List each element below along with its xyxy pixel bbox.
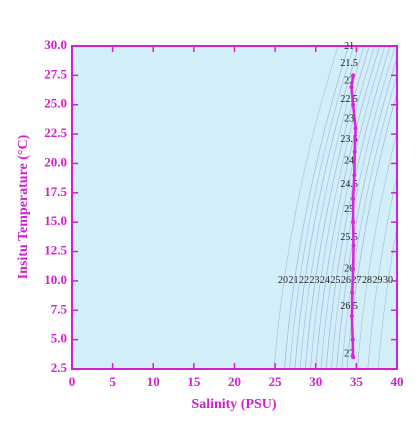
profile-line	[350, 75, 357, 358]
contour-line	[341, 73, 397, 369]
contour-line	[294, 46, 360, 369]
data-point	[352, 173, 357, 178]
x-tick-label: 20	[228, 374, 241, 389]
data-point	[351, 102, 356, 107]
data-point	[349, 314, 354, 319]
contour-label: 20	[278, 275, 288, 286]
data-point	[349, 85, 354, 90]
data-point	[352, 149, 357, 154]
contour-label: 27	[352, 275, 362, 286]
data-point	[351, 220, 356, 225]
contour-line	[367, 174, 397, 369]
x-tick-label: 25	[269, 374, 283, 389]
contour-label: 28	[362, 275, 372, 286]
x-tick-label: 10	[147, 374, 160, 389]
contour-label: 29	[373, 275, 383, 286]
contour-label: 26	[344, 264, 354, 275]
contour-label: 23	[344, 113, 354, 124]
contour-line	[284, 46, 349, 369]
contour-label: 25	[344, 204, 354, 215]
data-point	[351, 267, 356, 272]
data-point	[351, 196, 356, 201]
data-point	[350, 337, 355, 342]
y-axis-label: Insitu Temperature (°C)	[16, 134, 31, 279]
contour-label: 23	[310, 275, 320, 286]
data-point	[351, 355, 356, 360]
contour-line	[336, 56, 397, 369]
x-tick-label: 0	[69, 374, 76, 389]
y-tick-label: 17.5	[44, 184, 67, 199]
contour-line	[289, 46, 354, 369]
contour-label: 22	[344, 76, 354, 87]
contour-line	[310, 46, 375, 369]
y-tick-label: 7.5	[51, 301, 68, 316]
contour-label: 25.5	[340, 232, 358, 243]
y-tick-label: 12.5	[44, 243, 67, 258]
contour-label: 21	[344, 41, 354, 52]
contour-label: 21.5	[340, 58, 358, 69]
y-tick-label: 5.0	[51, 331, 67, 346]
contour-label: 22.5	[340, 94, 358, 105]
y-tick-label: 2.5	[51, 360, 68, 375]
y-tick-label: 15.0	[44, 213, 67, 228]
y-tick-label: 22.5	[44, 125, 67, 140]
contour-line	[320, 46, 386, 369]
data-point	[351, 73, 356, 78]
x-tick-label: 40	[391, 374, 404, 389]
contour-label: 24	[320, 275, 330, 286]
contour-label: 24.5	[340, 179, 358, 190]
data-point	[350, 290, 355, 295]
data-point	[353, 126, 358, 131]
data-point	[351, 243, 356, 248]
contour-label: 30	[383, 275, 393, 286]
x-tick-label: 15	[187, 374, 201, 389]
contour-label: 22	[299, 275, 309, 286]
x-tick-label: 5	[109, 374, 116, 389]
x-axis-label: Salinity (PSU)	[191, 397, 277, 412]
y-tick-label: 30.0	[44, 37, 67, 52]
contour-line	[315, 46, 381, 369]
contour-line	[325, 46, 391, 369]
contour-line	[357, 130, 397, 369]
y-tick-label: 20.0	[44, 154, 67, 169]
y-tick-label: 27.5	[44, 66, 67, 81]
contour-line	[377, 225, 397, 369]
contour-label: 26.5	[340, 301, 358, 312]
contour-label: 24	[344, 155, 354, 166]
contour-line	[273, 46, 339, 369]
x-tick-label: 30	[309, 374, 322, 389]
contour-label: 23.5	[340, 134, 358, 145]
contour-label: 25	[331, 275, 341, 286]
contour-label: 21	[289, 275, 299, 286]
y-tick-label: 10.0	[44, 272, 67, 287]
contour-label: 27	[344, 349, 354, 360]
x-tick-label: 35	[350, 374, 364, 389]
contour-line	[299, 46, 365, 369]
contour-label: 26	[341, 275, 351, 286]
y-tick-label: 25.0	[44, 96, 67, 111]
